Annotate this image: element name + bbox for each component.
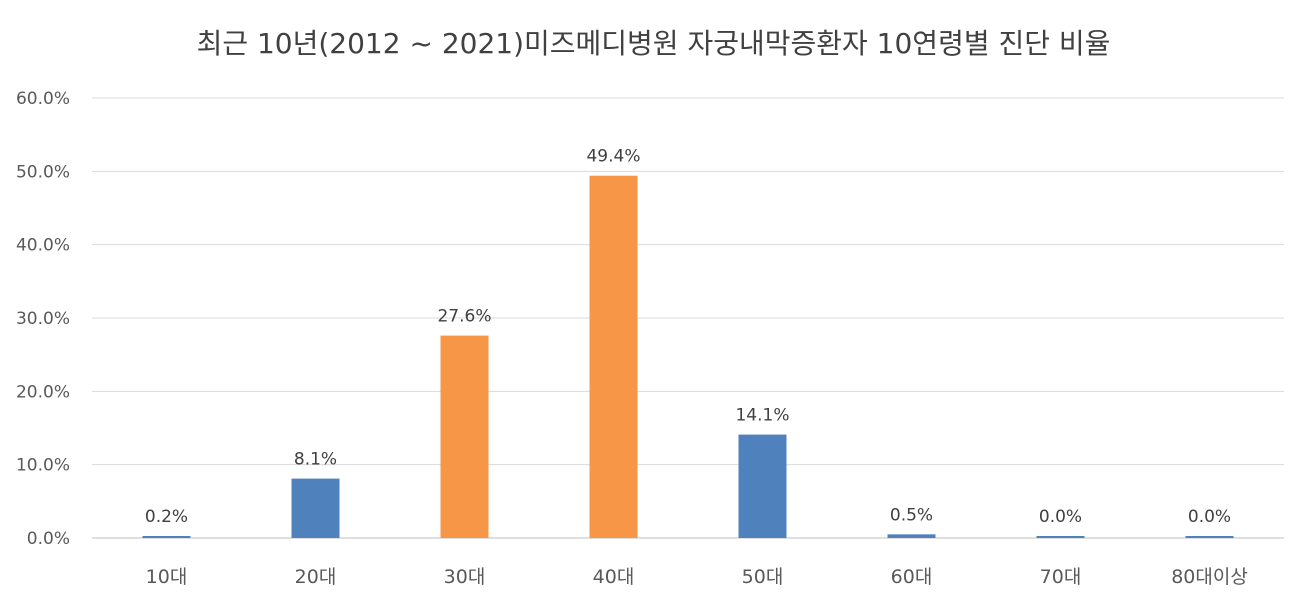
bar [1036,536,1085,538]
y-tick-label: 30.0% [16,309,70,329]
x-tick-label: 60대 [891,566,933,588]
data-label: 0.5% [890,505,933,525]
y-tick-label: 40.0% [16,236,70,256]
x-tick-label: 20대 [295,566,337,588]
gridlines [92,97,1284,539]
y-tick-label: 60.0% [16,89,70,109]
x-tick-label: 40대 [593,566,635,588]
data-labels: 0.2% 8.1% 27.6% 49.4% 14.1% 0.5% 0.0% 0.0% [145,147,1231,527]
x-tick-label: 10대 [146,566,188,588]
data-label: 49.4% [586,147,640,167]
data-label: 27.6% [437,307,491,327]
bar [1185,536,1234,538]
bar [142,536,191,538]
x-tick-label: 50대 [742,566,784,588]
bar [738,434,787,538]
data-label: 0.0% [1188,507,1231,527]
bar [887,534,936,538]
data-label: 0.2% [145,507,188,527]
bar [440,335,489,538]
data-label: 8.1% [294,450,337,470]
data-label: 14.1% [735,406,789,426]
x-axis-ticks: 10대 20대 30대 40대 50대 60대 70대 80대이상 [146,566,1248,588]
y-tick-label: 20.0% [16,382,70,402]
y-tick-label: 50.0% [16,162,70,182]
x-tick-label: 30대 [444,566,486,588]
y-tick-label: 10.0% [16,456,70,476]
y-axis-ticks: 0.0% 10.0% 20.0% 30.0% 40.0% 50.0% 60.0% [16,89,70,549]
bar [291,478,340,538]
chart-title: 최근 10년(2012 ~ 2021)미즈메디병원 자궁내막증환자 10연령별 … [196,27,1111,60]
x-tick-label: 70대 [1040,566,1082,588]
x-tick-label: 80대이상 [1171,566,1248,588]
bar [589,175,638,538]
bars [142,175,1234,538]
y-tick-label: 0.0% [27,529,70,549]
data-label: 0.0% [1039,507,1082,527]
